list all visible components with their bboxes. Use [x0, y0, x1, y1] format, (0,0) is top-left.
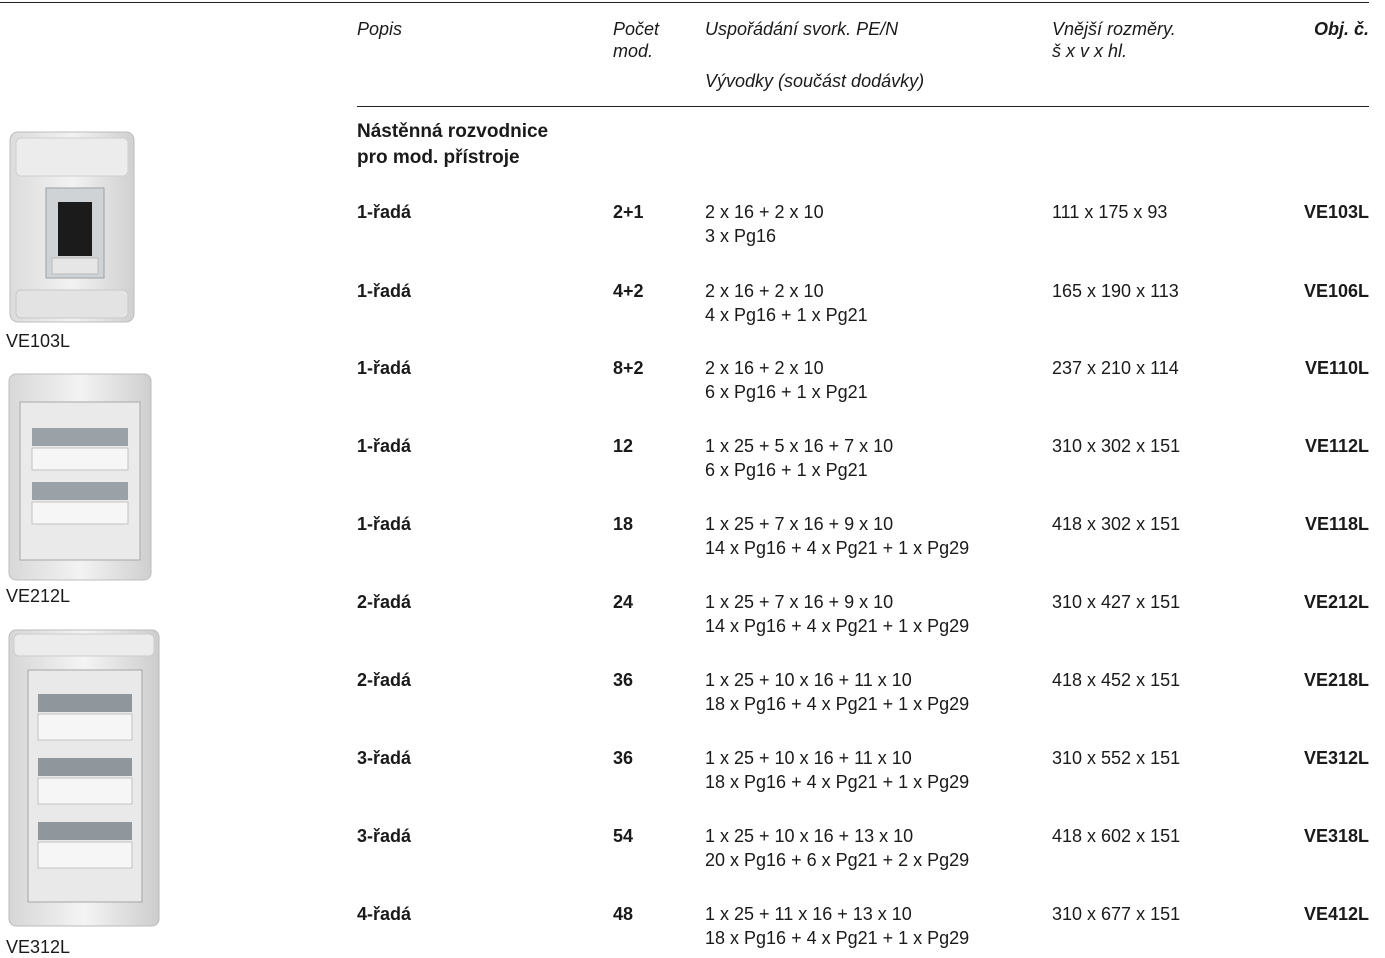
header-pocet-mod: Počet mod.: [613, 19, 660, 61]
enclosure-1row-image: [9, 131, 135, 323]
cell-rozmery: 310 x 677 x 151: [1052, 904, 1181, 924]
cell-svorky: 1 x 25 + 5 x 16 + 7 x 10: [705, 436, 894, 456]
cell-vyvodky: 4 x Pg16 + 1 x Pg21: [705, 305, 868, 325]
cell-obj-c: VE218L: [1303, 670, 1369, 690]
cell-rozmery: 418 x 602 x 151: [1052, 826, 1181, 846]
cell-pocet-mod: 18: [613, 514, 634, 534]
header-rule: [357, 106, 1369, 107]
cell-svorky: 1 x 25 + 10 x 16 + 11 x 10: [705, 748, 912, 768]
cell-obj-c: VE110L: [1304, 358, 1369, 378]
cell-pocet-mod: 36: [613, 670, 634, 690]
enclosure-2row-image: [8, 373, 152, 581]
enclosure-3row-image: [8, 629, 160, 927]
cell-vyvodky: 18 x Pg16 + 4 x Pg21 + 1 x Pg29: [705, 928, 970, 948]
cell-pocet-mod: 4+2: [613, 281, 644, 301]
cell-obj-c: VE212L: [1303, 592, 1369, 612]
header-vyvodky: Vývodky (součást dodávky): [705, 71, 925, 91]
top-rule: [0, 2, 1369, 3]
cell-svorky: 1 x 25 + 11 x 16 + 13 x 10: [705, 904, 912, 924]
cell-svorky: 2 x 16 + 2 x 10: [705, 202, 824, 222]
cell-popis: 1-řadá: [357, 202, 412, 222]
cell-rozmery: 418 x 302 x 151: [1052, 514, 1181, 534]
cell-svorky: 2 x 16 + 2 x 10: [705, 358, 824, 378]
cell-vyvodky: 14 x Pg16 + 4 x Pg21 + 1 x Pg29: [705, 538, 970, 558]
cell-popis: 2-řadá: [357, 670, 412, 690]
cell-popis: 1-řadá: [357, 358, 412, 378]
cell-vyvodky: 18 x Pg16 + 4 x Pg21 + 1 x Pg29: [705, 772, 970, 792]
cell-obj-c: VE112L: [1304, 436, 1369, 456]
cell-vyvodky: 14 x Pg16 + 4 x Pg21 + 1 x Pg29: [705, 616, 970, 636]
cell-pocet-mod: 12: [613, 436, 634, 456]
cell-pocet-mod: 8+2: [613, 358, 644, 378]
cell-obj-c: VE106L: [1303, 281, 1369, 301]
cell-svorky: 2 x 16 + 2 x 10: [705, 281, 824, 301]
cell-popis: 4-řadá: [357, 904, 412, 924]
cell-obj-c: VE312L: [1303, 748, 1369, 768]
cell-svorky: 1 x 25 + 10 x 16 + 11 x 10: [705, 670, 912, 690]
cell-svorky: 1 x 25 + 7 x 16 + 9 x 10: [705, 592, 894, 612]
cell-pocet-mod: 2+1: [613, 202, 644, 222]
cell-popis: 3-řadá: [357, 748, 412, 768]
cell-vyvodky: 6 x Pg16 + 1 x Pg21: [705, 382, 868, 402]
image-caption-ve312l: VE312L: [6, 937, 71, 957]
cell-obj-c: VE103L: [1303, 202, 1369, 222]
header-obj-c: Obj. č.: [1313, 19, 1369, 39]
cell-popis: 1-řadá: [357, 514, 412, 534]
cell-obj-c: VE412L: [1303, 904, 1369, 924]
cell-svorky: 1 x 25 + 10 x 16 + 13 x 10: [705, 826, 914, 846]
header-popis: Popis: [357, 19, 403, 39]
image-caption-ve212l: VE212L: [6, 586, 71, 606]
cell-pocet-mod: 36: [613, 748, 634, 768]
cell-popis: 1-řadá: [357, 436, 412, 456]
cell-popis: 1-řadá: [357, 281, 412, 301]
cell-pocet-mod: 48: [613, 904, 634, 924]
cell-rozmery: 237 x 210 x 114: [1052, 358, 1179, 378]
cell-pocet-mod: 54: [613, 826, 634, 846]
section-title-line1: Nástěnná rozvodnice: [357, 121, 549, 142]
image-caption-ve103l: VE103L: [6, 331, 71, 351]
cell-rozmery: 310 x 427 x 151: [1052, 592, 1181, 612]
cell-vyvodky: 18 x Pg16 + 4 x Pg21 + 1 x Pg29: [705, 694, 970, 714]
header-usporadani: Uspořádání svork. PE/N: [705, 19, 899, 39]
cell-popis: 3-řadá: [357, 826, 412, 846]
cell-rozmery: 310 x 302 x 151: [1052, 436, 1181, 456]
cell-vyvodky: 20 x Pg16 + 6 x Pg21 + 2 x Pg29: [705, 850, 970, 870]
header-vnejsi-rozmery: Vnější rozměry. š x v x hl.: [1052, 19, 1176, 61]
cell-svorky: 1 x 25 + 7 x 16 + 9 x 10: [705, 514, 894, 534]
cell-vyvodky: 6 x Pg16 + 1 x Pg21: [705, 460, 868, 480]
cell-rozmery: 111 x 175 x 93: [1052, 202, 1168, 222]
cell-obj-c: VE118L: [1304, 514, 1369, 534]
cell-rozmery: 418 x 452 x 151: [1052, 670, 1181, 690]
cell-popis: 2-řadá: [357, 592, 412, 612]
cell-rozmery: 165 x 190 x 113: [1052, 281, 1179, 301]
cell-rozmery: 310 x 552 x 151: [1052, 748, 1181, 768]
section-title: Nástěnná rozvodnice pro mod. přístroje: [357, 119, 548, 171]
cell-obj-c: VE318L: [1303, 826, 1369, 846]
cell-vyvodky: 3 x Pg16: [705, 226, 777, 246]
section-title-line2: pro mod. přístroje: [357, 147, 520, 168]
cell-pocet-mod: 24: [613, 592, 634, 612]
